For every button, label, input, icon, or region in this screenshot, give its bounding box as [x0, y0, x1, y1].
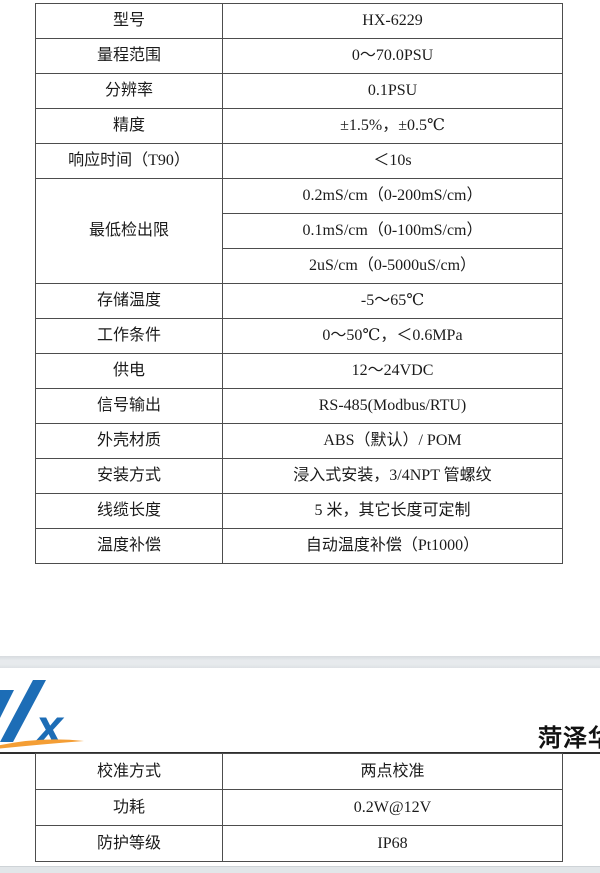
spec-value-housing-material: ABS（默认）/ POM [222, 423, 563, 459]
spec-value-power-supply: 12～24VDC [222, 353, 563, 389]
spec-value-power-consumption: 0.2W@12V [222, 789, 563, 826]
spec-value-range: 0～70.0PSU [222, 38, 563, 74]
spec-value-storage-temp: -5～65℃ [222, 283, 563, 319]
table-row: 信号输出 RS-485(Modbus/RTU) [35, 388, 563, 424]
table-row: 外壳材质 ABS（默认）/ POM [35, 423, 563, 459]
bottom-page-edge [0, 866, 600, 873]
table-row: 量程范围 0～70.0PSU [35, 38, 563, 74]
table-row: 0.1mS/cm（0-100mS/cm） [36, 213, 563, 249]
table-row: 最低检出限 0.2mS/cm（0-200mS/cm） [35, 178, 563, 284]
table-row: 安装方式 浸入式安装，3/4NPT 管螺纹 [35, 458, 563, 494]
spec-label-housing-material: 外壳材质 [35, 423, 223, 459]
spec-label-response-time: 响应时间（T90） [35, 143, 223, 179]
spec-label-resolution: 分辨率 [35, 73, 223, 109]
spec-value-accuracy: ±1.5%，±0.5℃ [222, 108, 563, 144]
document-page-2: x 菏泽华 校准方式 两点校准 功耗 0.2W@12V 防护等级 IP68 [0, 668, 600, 866]
company-name-text: 菏泽华 [538, 726, 600, 752]
table-row: 校准方式 两点校准 [35, 753, 563, 790]
spec-value-calibration: 两点校准 [222, 753, 563, 790]
spec-label-temp-compensation: 温度补偿 [35, 528, 223, 564]
spec-value-protection-rating: IP68 [222, 825, 563, 862]
table-row: 线缆长度 5 米，其它长度可定制 [35, 493, 563, 529]
spec-label-installation: 安装方式 [35, 458, 223, 494]
spec-value-detection-limit-2: 0.1mS/cm（0-100mS/cm） [222, 213, 563, 249]
spec-label-detection-limit: 最低检出限 [35, 178, 223, 284]
spec-value-response-time: ＜10s [222, 143, 563, 179]
table-row: 响应时间（T90） ＜10s [35, 143, 563, 179]
spec-value-temp-compensation: 自动温度补偿（Pt1000） [222, 528, 563, 564]
spec-label-calibration: 校准方式 [35, 753, 223, 790]
document-page-1: 型号 HX-6229 量程范围 0～70.0PSU 分辨率 0.1PSU 精度 … [35, 3, 563, 564]
page-break-separator [0, 656, 600, 668]
spec-label-model: 型号 [35, 3, 223, 39]
table-row: 工作条件 0～50℃，＜0.6MPa [35, 318, 563, 354]
table-row: 存储温度 -5～65℃ [35, 283, 563, 319]
spec-label-cable-length: 线缆长度 [35, 493, 223, 529]
table-row: 供电 12～24VDC [35, 353, 563, 389]
spec-label-working-conditions: 工作条件 [35, 318, 223, 354]
spec-table-page1: 型号 HX-6229 量程范围 0～70.0PSU 分辨率 0.1PSU 精度 … [35, 3, 563, 564]
spec-label-power-supply: 供电 [35, 353, 223, 389]
spec-value-cable-length: 5 米，其它长度可定制 [222, 493, 563, 529]
spec-label-power-consumption: 功耗 [35, 789, 223, 826]
spec-label-range: 量程范围 [35, 38, 223, 74]
spec-table-page2: 校准方式 两点校准 功耗 0.2W@12V 防护等级 IP68 [35, 753, 563, 862]
spec-label-signal-output: 信号输出 [35, 388, 223, 424]
spec-value-model: HX-6229 [222, 3, 563, 39]
spec-value-resolution: 0.1PSU [222, 73, 563, 109]
spec-label-protection-rating: 防护等级 [35, 825, 223, 862]
table-row: 温度补偿 自动温度补偿（Pt1000） [35, 528, 563, 564]
table-row: 2uS/cm（0-5000uS/cm） [36, 248, 563, 284]
spec-label-storage-temp: 存储温度 [35, 283, 223, 319]
table-row: 分辨率 0.1PSU [35, 73, 563, 109]
table-row: 防护等级 IP68 [35, 825, 563, 862]
spec-value-signal-output: RS-485(Modbus/RTU) [222, 388, 563, 424]
spec-value-detection-limit-3: 2uS/cm（0-5000uS/cm） [222, 248, 563, 284]
table-row: 精度 ±1.5%，±0.5℃ [35, 108, 563, 144]
hx-logo-icon: x [0, 680, 84, 752]
spec-value-installation: 浸入式安装，3/4NPT 管螺纹 [222, 458, 563, 494]
table-row: 型号 HX-6229 [35, 3, 563, 39]
spec-value-working-conditions: 0～50℃，＜0.6MPa [222, 318, 563, 354]
table-row: 功耗 0.2W@12V [35, 789, 563, 826]
spec-value-detection-limit-1: 0.2mS/cm（0-200mS/cm） [222, 178, 563, 214]
spec-label-accuracy: 精度 [35, 108, 223, 144]
